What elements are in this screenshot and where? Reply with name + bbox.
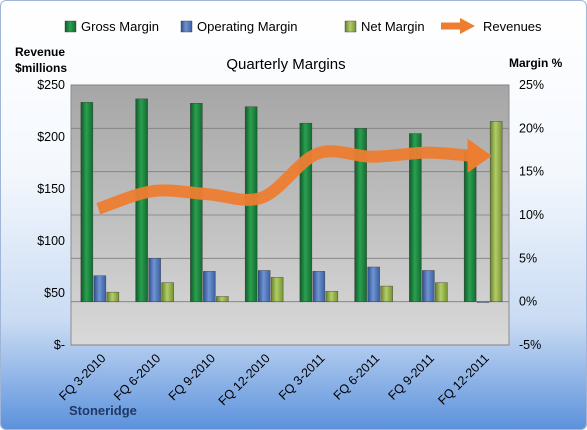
y-right-axis-label: Margin % (509, 56, 563, 70)
y-left-axis-label: Revenue (15, 45, 65, 59)
y-right-tick-label: -5% (519, 338, 541, 352)
legend-swatch-arrow (460, 18, 475, 34)
x-tick-label: FQ 3-2010 (56, 351, 108, 403)
bar-net-margin (216, 296, 229, 302)
y-right-tick-label: 25% (519, 78, 544, 92)
bar-net-margin (106, 291, 120, 302)
chart-title: Quarterly Margins (226, 56, 345, 73)
bar-operating-margin (203, 271, 216, 302)
revenue-arrow-head (467, 138, 492, 173)
bar-operating-margin (422, 270, 435, 302)
legend-swatch (64, 20, 77, 33)
y-left-tick-label: $- (54, 338, 65, 352)
y-right-tick-label: 10% (519, 208, 544, 222)
y-left-tick-label: $50 (44, 286, 65, 300)
legend-label: Gross Margin (81, 19, 159, 34)
bar-gross-margin (354, 128, 367, 302)
revenue-line (96, 145, 471, 215)
y-right-tick-label: 0% (519, 295, 537, 309)
bar-net-margin (435, 282, 448, 302)
y-left-axis-label: $millions (15, 61, 67, 75)
bar-gross-margin (190, 102, 203, 302)
bar-net-margin (270, 277, 284, 302)
bar-net-margin (380, 285, 393, 302)
bar-operating-margin (93, 275, 107, 302)
bar-gross-margin (299, 122, 313, 302)
bar-operating-margin (312, 271, 326, 302)
y-right-tick-label: 20% (519, 121, 544, 135)
bar-gross-margin (80, 102, 94, 302)
x-tick-label: FQ 12-2010 (216, 351, 273, 408)
bar-operating-margin (476, 301, 490, 303)
bar-operating-margin (367, 266, 380, 302)
x-tick-label: FQ 9-2011 (385, 351, 437, 403)
x-tick-label: FQ 12-2011 (435, 351, 491, 407)
bar-operating-margin (257, 270, 271, 302)
company-label: Stoneridge (69, 403, 137, 418)
bar-operating-margin (148, 258, 161, 302)
bar-net-margin (161, 282, 174, 302)
legend-label: Net Margin (361, 19, 425, 34)
bar-gross-margin (463, 150, 477, 302)
legend-label: Revenues (483, 19, 542, 34)
legend-swatch (180, 20, 193, 33)
y-left-tick-label: $250 (37, 78, 65, 92)
x-tick-label: FQ 9-2010 (166, 351, 218, 403)
y-left-tick-label: $150 (37, 182, 65, 196)
bar-gross-margin (409, 133, 422, 302)
x-tick-label: FQ 3-2011 (276, 351, 328, 403)
y-left-tick-label: $200 (37, 130, 65, 144)
legend-label: Operating Margin (197, 19, 297, 34)
y-right-tick-label: 5% (519, 251, 537, 265)
y-left-tick-label: $100 (37, 234, 65, 248)
x-tick-label: FQ 6-2010 (111, 351, 163, 403)
bar-net-margin (489, 121, 503, 302)
x-tick-label: FQ 6-2011 (331, 351, 383, 403)
legend-swatch (344, 20, 357, 33)
y-right-tick-label: 15% (519, 165, 544, 179)
bar-net-margin (325, 291, 339, 302)
